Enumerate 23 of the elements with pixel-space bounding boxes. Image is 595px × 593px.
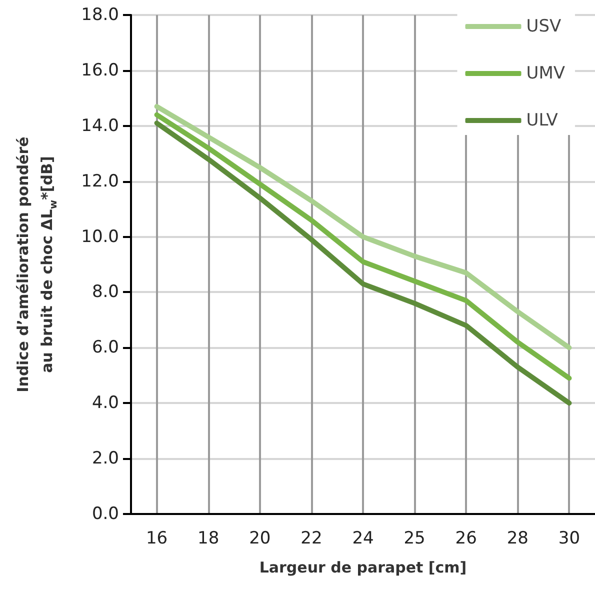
y-tick-label: 12.0	[81, 171, 119, 192]
x-tick-label: 25	[404, 528, 426, 548]
x-tick-label: 16	[146, 528, 168, 548]
y-tick-label: 10.0	[81, 226, 119, 247]
x-tick-label: 22	[300, 528, 322, 548]
y-tick-label: 18.0	[81, 5, 119, 25]
x-tick-label: 24	[352, 528, 374, 548]
y-tick-label: 8.0	[92, 282, 119, 302]
x-tick-label: 30	[558, 528, 580, 548]
y-tick-label: 4.0	[92, 393, 119, 414]
x-tick-label: 18	[198, 528, 220, 548]
x-tick-label: 28	[506, 528, 528, 548]
legend-label: ULV	[526, 110, 558, 130]
y-tick-label: 0.0	[92, 504, 119, 524]
x-tick-label: 26	[455, 528, 477, 548]
y-tick-label: 6.0	[92, 338, 119, 358]
x-axis-title: Largeur de parapet [cm]	[259, 558, 467, 576]
x-tick-label: 20	[249, 528, 271, 548]
legend-label: UMV	[526, 64, 566, 84]
y-tick-label: 14.0	[81, 116, 119, 136]
y-tick-label: 16.0	[81, 60, 119, 80]
y-tick-label: 2.0	[92, 448, 119, 469]
legend-label: USV	[526, 16, 562, 36]
